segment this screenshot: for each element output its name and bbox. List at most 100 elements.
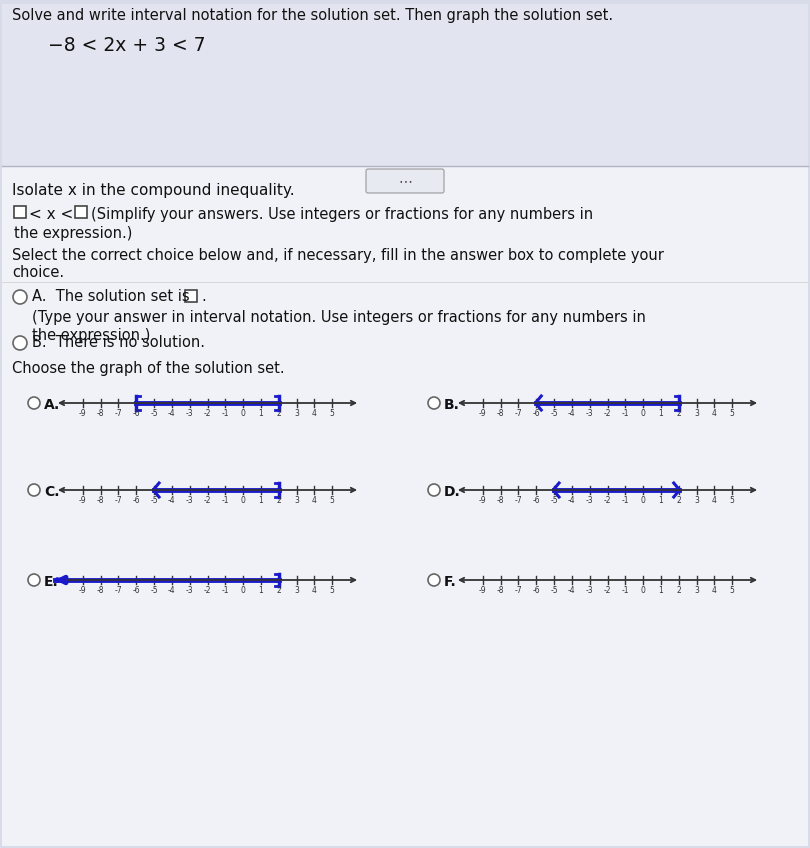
Text: -5: -5 — [150, 586, 158, 595]
Text: 0: 0 — [241, 409, 245, 418]
Text: -4: -4 — [568, 496, 576, 505]
Text: 1: 1 — [258, 586, 263, 595]
Text: -9: -9 — [479, 586, 487, 595]
Text: -7: -7 — [115, 409, 122, 418]
Text: F.: F. — [444, 575, 457, 589]
Text: -5: -5 — [550, 409, 558, 418]
Text: the expression.): the expression.) — [32, 328, 151, 343]
Text: -5: -5 — [150, 496, 158, 505]
Text: -5: -5 — [550, 586, 558, 595]
Text: 1: 1 — [659, 496, 663, 505]
Text: D.: D. — [444, 485, 461, 499]
Text: 0: 0 — [241, 586, 245, 595]
Text: E.: E. — [44, 575, 59, 589]
Text: -9: -9 — [79, 409, 87, 418]
Circle shape — [28, 397, 40, 409]
Text: -7: -7 — [514, 586, 522, 595]
Text: 3: 3 — [694, 496, 699, 505]
Text: -3: -3 — [185, 586, 194, 595]
Bar — [75, 206, 87, 218]
Text: -6: -6 — [133, 586, 140, 595]
Text: 4: 4 — [712, 586, 717, 595]
Text: -2: -2 — [603, 496, 612, 505]
Text: -6: -6 — [532, 496, 540, 505]
Text: -4: -4 — [168, 496, 176, 505]
Text: -4: -4 — [568, 409, 576, 418]
Text: 5: 5 — [330, 409, 335, 418]
Text: -9: -9 — [479, 409, 487, 418]
Text: -8: -8 — [97, 586, 104, 595]
Text: 0: 0 — [641, 496, 646, 505]
Text: Select the correct choice below and, if necessary, fill in the answer box to com: Select the correct choice below and, if … — [12, 248, 664, 281]
Text: A.  The solution set is: A. The solution set is — [32, 289, 190, 304]
Text: 4: 4 — [712, 409, 717, 418]
Bar — [185, 290, 197, 302]
Bar — [2, 166, 808, 846]
Text: -2: -2 — [603, 409, 612, 418]
Circle shape — [13, 336, 27, 350]
Text: -1: -1 — [222, 586, 229, 595]
Text: -4: -4 — [168, 409, 176, 418]
Text: 2: 2 — [676, 586, 681, 595]
Text: -1: -1 — [222, 409, 229, 418]
Text: 3: 3 — [694, 586, 699, 595]
Text: 2: 2 — [676, 409, 681, 418]
Text: Isolate x in the compound inequality.: Isolate x in the compound inequality. — [12, 183, 295, 198]
Text: -4: -4 — [568, 586, 576, 595]
Text: -6: -6 — [532, 409, 540, 418]
Text: 1: 1 — [659, 409, 663, 418]
Text: -1: -1 — [621, 586, 629, 595]
Text: -8: -8 — [97, 496, 104, 505]
Text: -3: -3 — [586, 409, 594, 418]
Text: -2: -2 — [603, 586, 612, 595]
Text: 5: 5 — [730, 409, 735, 418]
FancyBboxPatch shape — [366, 169, 444, 193]
Text: 0: 0 — [241, 496, 245, 505]
Text: -6: -6 — [532, 586, 540, 595]
Text: -7: -7 — [115, 586, 122, 595]
Text: -1: -1 — [621, 409, 629, 418]
Text: B.  There is no solution.: B. There is no solution. — [32, 335, 205, 350]
Text: 3: 3 — [294, 586, 299, 595]
Text: -7: -7 — [514, 409, 522, 418]
Text: (Type your answer in interval notation. Use integers or fractions for any number: (Type your answer in interval notation. … — [32, 310, 646, 325]
Circle shape — [428, 574, 440, 586]
Text: -9: -9 — [479, 496, 487, 505]
Text: 4: 4 — [312, 586, 317, 595]
Text: C.: C. — [44, 485, 59, 499]
Text: -7: -7 — [115, 496, 122, 505]
Text: -2: -2 — [204, 409, 211, 418]
Circle shape — [28, 574, 40, 586]
Text: -2: -2 — [204, 586, 211, 595]
Text: -3: -3 — [185, 409, 194, 418]
Text: -3: -3 — [586, 586, 594, 595]
Text: -1: -1 — [222, 496, 229, 505]
Text: 2: 2 — [276, 586, 281, 595]
Text: -3: -3 — [586, 496, 594, 505]
Circle shape — [428, 397, 440, 409]
Text: 1: 1 — [659, 586, 663, 595]
Text: -2: -2 — [204, 496, 211, 505]
Text: Choose the graph of the solution set.: Choose the graph of the solution set. — [12, 361, 284, 376]
Bar — [2, 4, 808, 166]
Text: -5: -5 — [150, 409, 158, 418]
Text: 5: 5 — [730, 496, 735, 505]
Circle shape — [428, 484, 440, 496]
Text: 4: 4 — [712, 496, 717, 505]
Text: 4: 4 — [312, 409, 317, 418]
Text: -9: -9 — [79, 496, 87, 505]
Text: 3: 3 — [294, 496, 299, 505]
Text: 3: 3 — [294, 409, 299, 418]
Text: B.: B. — [444, 398, 460, 412]
Text: -8: -8 — [497, 409, 505, 418]
Text: 1: 1 — [258, 409, 263, 418]
Circle shape — [13, 290, 27, 304]
Text: -6: -6 — [133, 496, 140, 505]
Text: -3: -3 — [185, 496, 194, 505]
Text: 5: 5 — [730, 586, 735, 595]
Text: -9: -9 — [79, 586, 87, 595]
Text: the expression.): the expression.) — [14, 226, 132, 241]
Text: < x <: < x < — [29, 207, 73, 222]
Text: ⋯: ⋯ — [398, 174, 412, 188]
Text: 3: 3 — [694, 409, 699, 418]
